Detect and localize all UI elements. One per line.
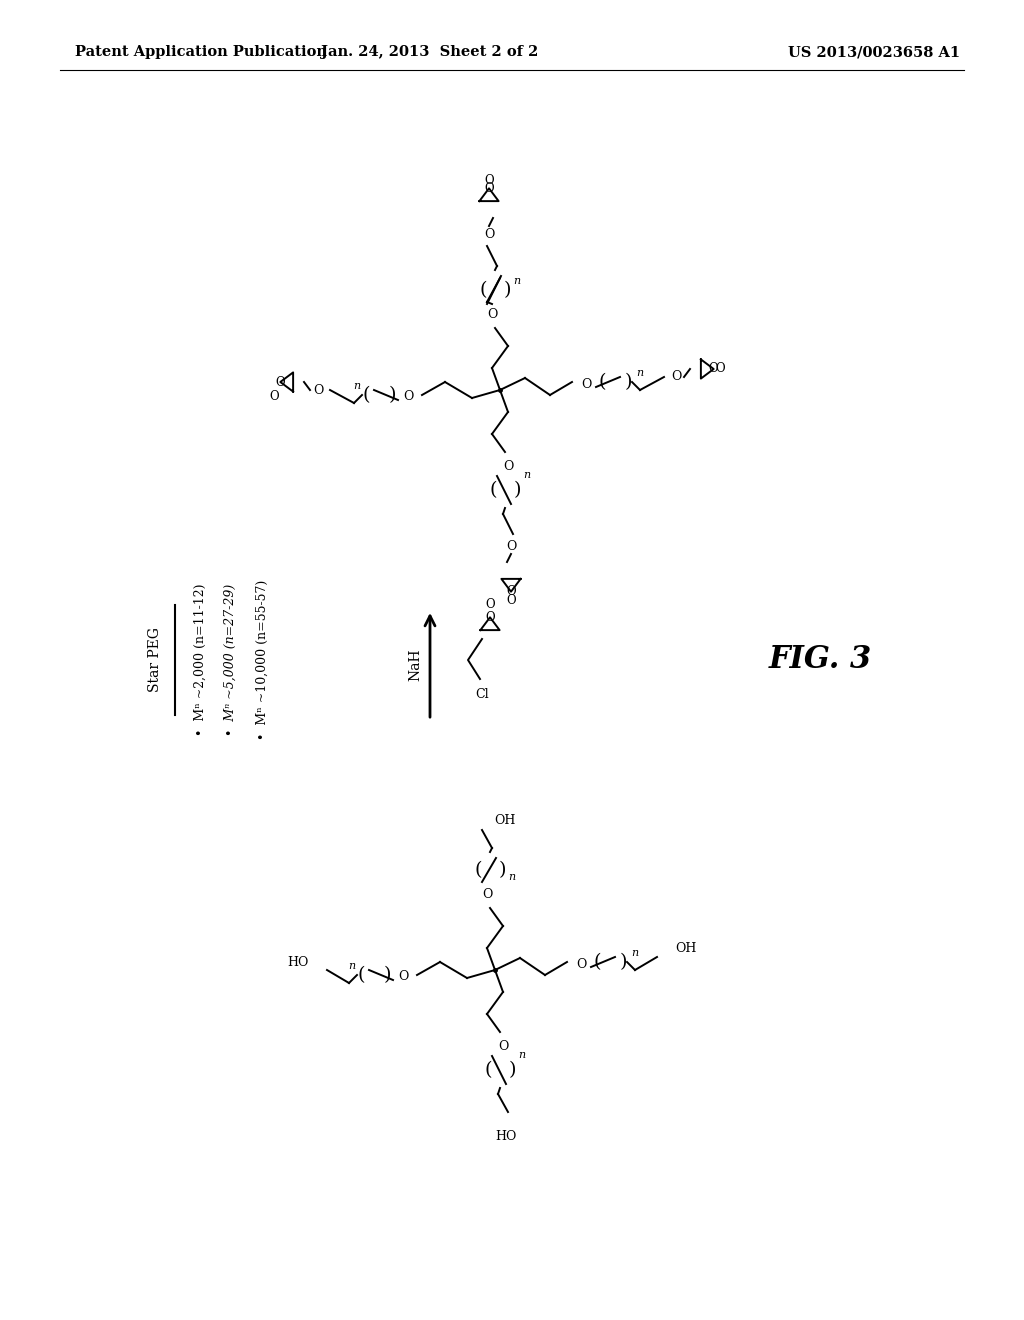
Text: (: ( — [362, 385, 370, 404]
Text: O: O — [503, 459, 513, 473]
Text: •  Mⁿ ~10,000 (n=55-57): • Mⁿ ~10,000 (n=55-57) — [256, 579, 268, 741]
Text: n: n — [348, 961, 355, 972]
Text: O: O — [269, 389, 279, 403]
Text: (: ( — [489, 480, 497, 499]
Text: O: O — [485, 598, 495, 611]
Text: Cl: Cl — [475, 688, 488, 701]
Text: n: n — [518, 1049, 525, 1060]
Text: O: O — [671, 371, 681, 384]
Text: ): ) — [625, 374, 632, 391]
Text: Jan. 24, 2013  Sheet 2 of 2: Jan. 24, 2013 Sheet 2 of 2 — [322, 45, 539, 59]
Text: O: O — [275, 375, 285, 388]
Text: O: O — [485, 611, 495, 624]
Text: (: ( — [484, 1061, 492, 1078]
Text: (: ( — [479, 281, 486, 300]
Text: •  Mⁿ ~5,000 (n=27-29): • Mⁿ ~5,000 (n=27-29) — [223, 583, 237, 737]
Text: O: O — [506, 594, 516, 606]
Text: O: O — [483, 227, 495, 240]
Text: O: O — [482, 887, 493, 900]
Text: O: O — [402, 391, 414, 404]
Text: O: O — [709, 363, 719, 375]
Text: NaH: NaH — [408, 648, 422, 681]
Text: n: n — [513, 276, 520, 286]
Text: O: O — [506, 585, 516, 598]
Text: HO: HO — [288, 956, 309, 969]
Text: O: O — [581, 378, 591, 391]
Text: O: O — [397, 970, 409, 983]
Text: (: ( — [474, 861, 482, 879]
Text: O: O — [575, 957, 586, 970]
Text: n: n — [523, 470, 530, 480]
Text: Patent Application Publication: Patent Application Publication — [75, 45, 327, 59]
Text: OH: OH — [494, 813, 515, 826]
Text: (: ( — [593, 953, 601, 972]
Text: O: O — [484, 182, 494, 195]
Text: (: ( — [357, 966, 365, 983]
Text: n: n — [631, 948, 638, 958]
Text: O: O — [312, 384, 324, 396]
Text: O: O — [498, 1040, 508, 1052]
Text: ): ) — [499, 861, 506, 879]
Text: O: O — [486, 308, 498, 321]
Text: (: ( — [598, 374, 606, 391]
Text: HO: HO — [496, 1130, 517, 1143]
Text: O: O — [715, 363, 725, 375]
Text: ): ) — [620, 953, 627, 972]
Text: O: O — [484, 173, 494, 186]
Text: •  Mⁿ ~2,000 (n=11-12): • Mⁿ ~2,000 (n=11-12) — [194, 583, 207, 737]
Text: FIG. 3: FIG. 3 — [768, 644, 871, 676]
Text: ): ) — [388, 385, 395, 404]
Text: O: O — [506, 540, 516, 553]
Text: US 2013/0023658 A1: US 2013/0023658 A1 — [787, 45, 961, 59]
Text: OH: OH — [675, 942, 696, 956]
Text: ): ) — [503, 281, 511, 300]
Text: ): ) — [383, 966, 391, 983]
Text: ): ) — [508, 1061, 516, 1078]
Text: ): ) — [513, 480, 521, 499]
Text: n: n — [353, 381, 360, 391]
Text: Star PEG: Star PEG — [148, 627, 162, 693]
Text: n: n — [508, 873, 515, 882]
Text: n: n — [636, 368, 643, 378]
